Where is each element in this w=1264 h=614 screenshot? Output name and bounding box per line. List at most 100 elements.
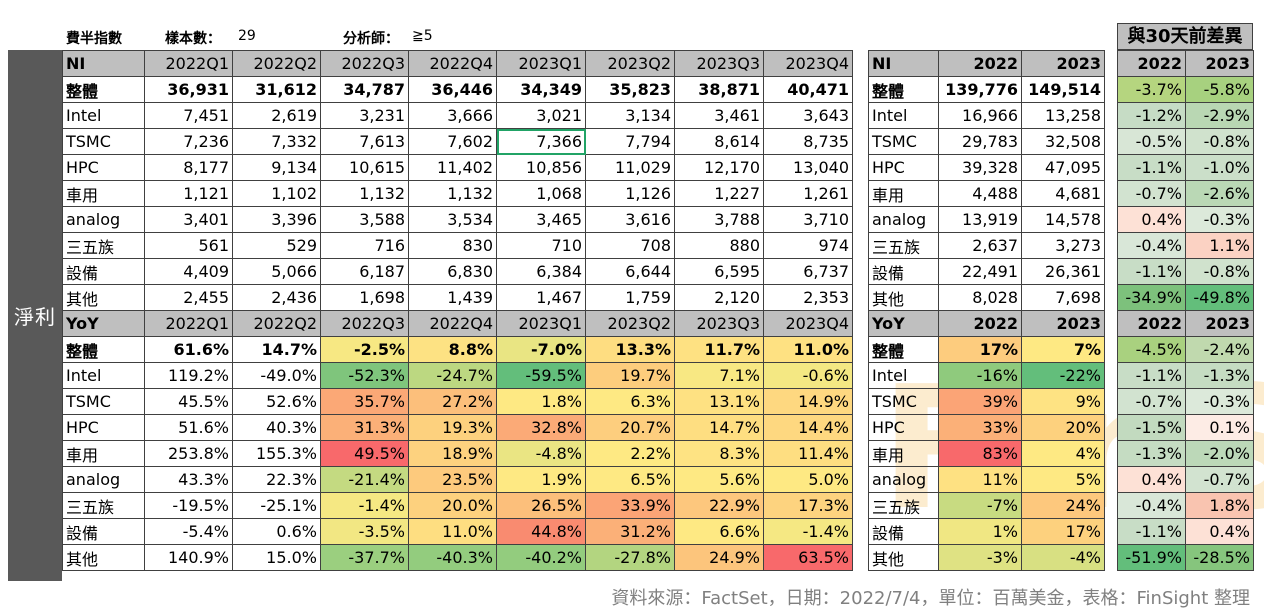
- yoy-diff-cell: -28.5%: [1185, 544, 1254, 571]
- yoy-cell: -3.5%: [320, 518, 409, 545]
- yoy-cell: 155.3%: [232, 440, 321, 467]
- row-label: 其他: [868, 284, 939, 311]
- table-row: -34.9% -49.8%: [1117, 284, 1254, 311]
- table-row: Intel 119.2% -49.0% -52.3% -24.7% -59.5% 19.7%…: [62, 362, 853, 389]
- table-row: Intel 16,966 13,258: [868, 102, 1105, 129]
- table-row: 0.4% -0.7%: [1117, 466, 1254, 493]
- row-label: TSMC: [868, 128, 939, 155]
- ni-cell: 7,613: [320, 128, 409, 155]
- yoy-year-cell: -16%: [938, 362, 1022, 389]
- ni-cell: 7,366: [496, 128, 586, 155]
- ni-diff-cell: -0.3%: [1185, 206, 1254, 233]
- table-row: -1.1% -1.3%: [1117, 362, 1254, 389]
- yoy-diff-cell: 1.8%: [1185, 492, 1254, 519]
- ni-year-cell: 29,783: [938, 128, 1022, 155]
- yoy-year-cell: 20%: [1021, 414, 1105, 441]
- yoy-cell: 27.2%: [408, 388, 497, 415]
- yoy-cell: 14.7%: [232, 336, 321, 363]
- diff-table: 2022 2023 -3.7% -5.8% -1.2% -2.9% -0.5% -0.8% -1…: [1117, 50, 1254, 571]
- row-label: analog: [868, 206, 939, 233]
- yoy-cell: 5.0%: [763, 466, 853, 493]
- table-row: 其他 8,028 7,698: [868, 284, 1105, 311]
- table-row: -0.7% -2.6%: [1117, 180, 1254, 207]
- ni-cell: 710: [496, 232, 586, 259]
- ni-cell: 708: [585, 232, 675, 259]
- ni-cell: 4,409: [144, 258, 233, 285]
- ni-diff-cell: -1.0%: [1185, 154, 1254, 181]
- table-row: TSMC 29,783 32,508: [868, 128, 1105, 155]
- ni-cell: 3,666: [408, 102, 497, 129]
- ni-diff-cell: -3.7%: [1117, 76, 1186, 103]
- ni-cell: 31,612: [232, 76, 321, 103]
- analyst-label: 分析師：: [343, 31, 399, 47]
- yoy-cell: 13.3%: [585, 336, 675, 363]
- yoy-header-row: YoY 2022Q1 2022Q2 2022Q3 2022Q4 2023Q1 2023Q2 2…: [62, 310, 853, 337]
- yoy-cell: 11.0%: [408, 518, 497, 545]
- ni-cell: 1,068: [496, 180, 586, 207]
- yoy-cell: -52.3%: [320, 362, 409, 389]
- yoy-cell: 5.6%: [674, 466, 764, 493]
- table-row: 整體 17% 7%: [868, 336, 1105, 363]
- table-row: -1.1% -0.8%: [1117, 258, 1254, 285]
- ni-cell: 3,461: [674, 102, 764, 129]
- ni-cell: 1,698: [320, 284, 409, 311]
- ni-cell: 10,856: [496, 154, 586, 181]
- ni-cell: 36,931: [144, 76, 233, 103]
- ni-cell: 1,759: [585, 284, 675, 311]
- ni-cell: 8,735: [763, 128, 853, 155]
- ni-year-cell: 32,508: [1021, 128, 1105, 155]
- ni-diff-cell: -1.2%: [1117, 102, 1186, 129]
- yoy-cell: 119.2%: [144, 362, 233, 389]
- yoy-cell: 31.2%: [585, 518, 675, 545]
- row-label: 其他: [868, 544, 939, 571]
- ni-cell: 6,384: [496, 258, 586, 285]
- ni-cell: 13,040: [763, 154, 853, 181]
- yoy-diff-cell: -2.4%: [1185, 336, 1254, 363]
- yoy-cell: 6.3%: [585, 388, 675, 415]
- column-header: YoY: [868, 310, 939, 337]
- ni-cell: 35,823: [585, 76, 675, 103]
- table-row: 整體 36,931 31,612 34,787 36,446 34,349 35,823 38…: [62, 76, 853, 103]
- table-row: 設備 -5.4% 0.6% -3.5% 11.0% 44.8% 31.2% 6.6% -1.4%: [62, 518, 853, 545]
- yoy-cell: 32.8%: [496, 414, 586, 441]
- yoy-year-cell: -4%: [1021, 544, 1105, 571]
- yoy-cell: 20.7%: [585, 414, 675, 441]
- yoy-year-header-row: YoY 2022 2023: [868, 310, 1105, 337]
- yoy-cell: -5.4%: [144, 518, 233, 545]
- column-header: 2022Q1: [144, 310, 233, 337]
- yoy-cell: 14.7%: [674, 414, 764, 441]
- ni-cell: 2,353: [763, 284, 853, 311]
- ni-cell: 1,132: [408, 180, 497, 207]
- yoy-diff-cell: -1.3%: [1185, 362, 1254, 389]
- ni-cell: 3,396: [232, 206, 321, 233]
- table-row: analog 3,401 3,396 3,588 3,534 3,465 3,616 3,78…: [62, 206, 853, 233]
- ni-year-cell: 7,698: [1021, 284, 1105, 311]
- ni-cell: 5,066: [232, 258, 321, 285]
- row-label: 整體: [868, 336, 939, 363]
- table-row: 設備 4,409 5,066 6,187 6,830 6,384 6,644 6,595 6,7…: [62, 258, 853, 285]
- ni-diff-cell: -0.5%: [1117, 128, 1186, 155]
- yoy-cell: -40.3%: [408, 544, 497, 571]
- column-header: 2023Q1: [496, 50, 586, 77]
- yoy-cell: 11.4%: [763, 440, 853, 467]
- yoy-header-label: YoY: [62, 310, 145, 337]
- side-label-net-income: 淨利: [8, 50, 62, 581]
- column-header: 2022Q4: [408, 50, 497, 77]
- index-label: 費半指數: [66, 31, 122, 47]
- sample-value: 29: [238, 28, 256, 44]
- ni-header-row: NI 2022Q1 2022Q2 2022Q3 2022Q4 2023Q1 2023Q2 20…: [62, 50, 853, 77]
- yoy-cell: -37.7%: [320, 544, 409, 571]
- ni-diff-cell: -1.1%: [1117, 258, 1186, 285]
- row-label: 三五族: [62, 492, 145, 519]
- ni-cell: 2,120: [674, 284, 764, 311]
- ni-diff-cell: -0.8%: [1185, 258, 1254, 285]
- column-header: 2023Q3: [674, 310, 764, 337]
- yoy-cell: 6.6%: [674, 518, 764, 545]
- yoy-cell: 253.8%: [144, 440, 233, 467]
- ni-cell: 3,231: [320, 102, 409, 129]
- yoy-cell: 8.3%: [674, 440, 764, 467]
- diff-title: 與30天前差異: [1117, 23, 1253, 50]
- ni-cell: 2,455: [144, 284, 233, 311]
- column-header: 2022: [1117, 50, 1186, 77]
- yoy-diff-cell: -1.5%: [1117, 414, 1186, 441]
